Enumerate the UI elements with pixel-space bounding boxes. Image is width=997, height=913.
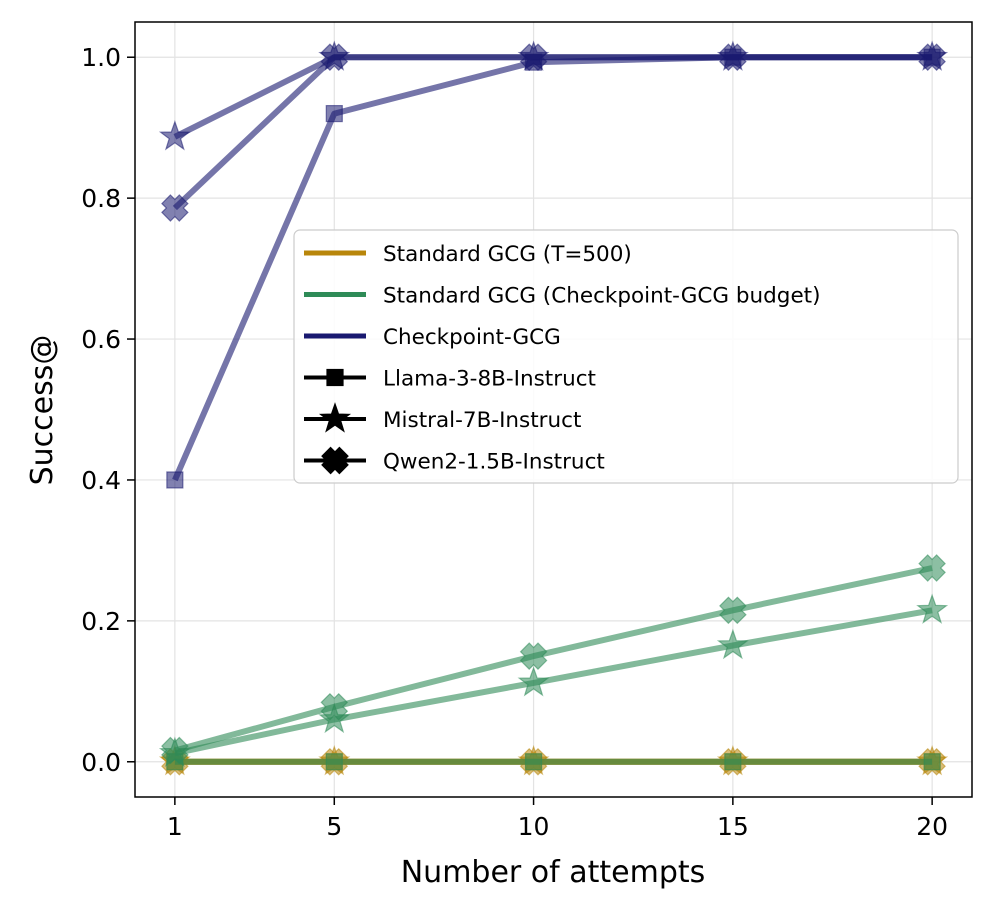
series-layer xyxy=(158,40,949,776)
y-tick-label: 0.4 xyxy=(81,466,121,495)
plot-frame xyxy=(134,21,973,798)
legend-label: Checkpoint-GCG xyxy=(383,325,561,350)
y-tick-label: 0.0 xyxy=(81,748,121,777)
data-point-square xyxy=(923,753,941,771)
legend-entry: Llama-3-8B-Instruct xyxy=(304,367,596,392)
y-tick-label: 0.2 xyxy=(81,607,121,636)
legend-label: Standard GCG (T=500) xyxy=(383,242,632,267)
legend-marker-x xyxy=(321,446,349,475)
data-point-star xyxy=(716,628,749,660)
x-tick-label: 1 xyxy=(167,812,183,841)
x-tick-label: 15 xyxy=(717,812,749,841)
legend-entry: Qwen2-1.5B-Instruct xyxy=(304,446,605,475)
x-axis-label: Number of attempts xyxy=(401,855,706,890)
data-point-square xyxy=(166,471,184,489)
data-point-x xyxy=(519,43,548,72)
data-point-star xyxy=(158,119,191,151)
data-point-x xyxy=(719,43,747,72)
legend-label: Mistral-7B-Instruct xyxy=(383,408,581,433)
data-point-x xyxy=(519,642,548,670)
legend-entry: Mistral-7B-Instruct xyxy=(304,402,581,433)
data-point-x xyxy=(918,43,946,72)
y-axis-label: Success@ xyxy=(25,335,60,486)
legend-marker-square xyxy=(326,368,344,387)
data-point-x xyxy=(161,736,189,765)
y-tick-label: 0.6 xyxy=(81,325,121,354)
legend: Standard GCG (T=500) Standard GCG (Checkp… xyxy=(293,229,959,484)
data-point-star xyxy=(517,666,550,697)
data-point-star xyxy=(318,702,351,734)
data-point-x xyxy=(918,554,946,582)
y-tick-label: 1.0 xyxy=(81,43,121,72)
legend-label: Standard GCG (Checkpoint-GCG budget) xyxy=(383,284,821,309)
legend-entry: Standard GCG (Checkpoint-GCG budget) xyxy=(304,284,821,309)
legend-entry: Checkpoint-GCG xyxy=(304,325,561,350)
data-point-x xyxy=(320,692,349,721)
x-tick-label: 10 xyxy=(518,812,550,841)
data-point-square xyxy=(724,753,742,771)
legend-entry: Standard GCG (T=500) xyxy=(304,242,632,267)
x-tick-label: 5 xyxy=(326,812,342,841)
data-point-x xyxy=(719,596,747,625)
data-point-square xyxy=(325,104,343,123)
legend-label: Qwen2-1.5B-Instruct xyxy=(383,450,605,475)
data-point-star xyxy=(916,593,949,624)
data-point-x xyxy=(320,43,349,72)
legend-box xyxy=(293,229,959,484)
legend-label: Llama-3-8B-Instruct xyxy=(383,367,596,392)
series-checkpoint-x xyxy=(161,43,946,222)
data-point-x xyxy=(161,194,189,222)
series-standard_budget-x xyxy=(161,554,946,765)
series-standard_budget-square xyxy=(166,753,941,771)
y-tick-label: 0.8 xyxy=(81,184,121,213)
data-point-square xyxy=(524,753,543,771)
legend-marker-star xyxy=(318,402,352,433)
data-point-square xyxy=(325,753,343,771)
axis-ticks: 1 5 10 15 200.00.20.40.60.81.0 xyxy=(81,43,948,841)
x-tick-label: 20 xyxy=(916,812,948,841)
